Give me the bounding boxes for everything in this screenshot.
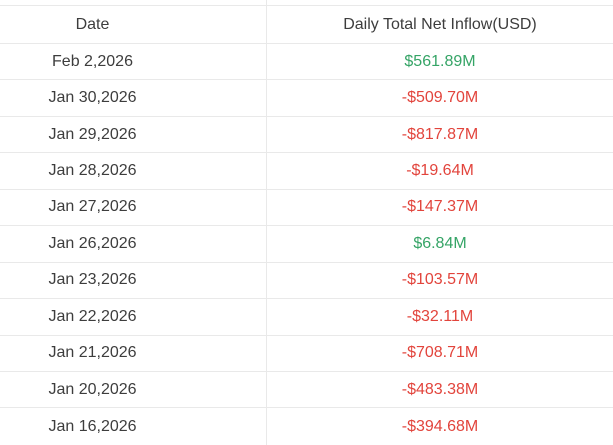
date-cell: Jan 16,2026	[48, 417, 137, 435]
table-header-row: Date Daily Total Net Inflow(USD)	[0, 5, 613, 44]
table-row: Jan 27,2026 -$147.37M	[0, 190, 613, 227]
date-cell: Jan 30,2026	[48, 89, 137, 107]
net-inflow-value: -$394.68M	[401, 417, 479, 435]
table-row: Jan 29,2026 -$817.87M	[0, 117, 613, 154]
table-row: Jan 20,2026 -$483.38M	[0, 372, 613, 409]
table-row: Jan 30,2026 -$509.70M	[0, 80, 613, 117]
date-cell: Jan 22,2026	[48, 307, 137, 325]
table-row: Jan 23,2026 -$103.57M	[0, 263, 613, 300]
net-inflow-value: -$708.71M	[401, 344, 479, 362]
date-cell: Jan 28,2026	[48, 162, 137, 180]
date-cell: Jan 21,2026	[48, 344, 137, 362]
table-row: Jan 26,2026 $6.84M	[0, 226, 613, 263]
table-row: Feb 2,2026 $561.89M	[0, 44, 613, 81]
table-row: Jan 28,2026 -$19.64M	[0, 153, 613, 190]
column-header-daily-net-inflow: Daily Total Net Inflow(USD)	[343, 15, 537, 33]
date-cell: Jan 26,2026	[48, 234, 137, 252]
net-inflow-value: -$817.87M	[401, 125, 479, 143]
table-row: Jan 22,2026 -$32.11M	[0, 299, 613, 336]
net-inflow-value: $561.89M	[404, 52, 476, 70]
column-divider	[266, 0, 267, 445]
table-body: Feb 2,2026 $561.89M Jan 30,2026 -$509.70…	[0, 44, 613, 445]
net-inflow-value: $6.84M	[413, 234, 467, 252]
net-inflow-value: -$103.57M	[401, 271, 479, 289]
net-inflow-value: -$147.37M	[401, 198, 479, 216]
date-cell: Feb 2,2026	[52, 52, 133, 70]
table-row: Jan 16,2026 -$394.68M	[0, 408, 613, 444]
net-inflow-value: -$509.70M	[401, 89, 479, 107]
net-inflow-value: -$19.64M	[406, 162, 474, 180]
date-cell: Jan 27,2026	[48, 198, 137, 216]
net-inflow-value: -$32.11M	[406, 307, 474, 325]
table-row: Jan 21,2026 -$708.71M	[0, 336, 613, 372]
net-inflow-value: -$483.38M	[401, 380, 479, 398]
date-cell: Jan 23,2026	[48, 271, 137, 289]
column-header-date: Date	[75, 15, 110, 33]
date-cell: Jan 29,2026	[48, 125, 137, 143]
date-cell: Jan 20,2026	[48, 380, 137, 398]
